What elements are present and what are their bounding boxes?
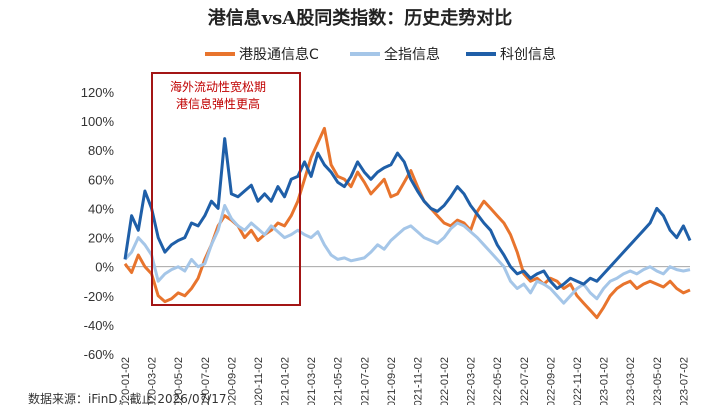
y-tick-label: 0% bbox=[95, 260, 114, 275]
legend-label-star-info: 科创信息 bbox=[500, 47, 556, 63]
series-line-0 bbox=[123, 126, 691, 320]
x-tick-label: 2023-05-02 bbox=[652, 357, 664, 405]
x-tick-label: 2020-11-02 bbox=[253, 357, 265, 405]
annotation-box: 海外流动性宽松期 港信息弹性更高 bbox=[151, 72, 301, 306]
x-tick-label: 2023-01-02 bbox=[599, 357, 611, 405]
legend-label-hk-info: 港股通信息C bbox=[239, 47, 319, 63]
legend: 港股通信息C 全指信息 科创信息 bbox=[0, 44, 720, 64]
chart-title: 港信息vsA股同类指数：历史走势对比 bbox=[207, 8, 513, 29]
series-line-1 bbox=[123, 204, 691, 305]
legend-item-hk-info: 港股通信息C bbox=[205, 44, 319, 64]
x-tick-label: 2023-07-02 bbox=[678, 357, 690, 405]
x-tick-label: 2020-07-02 bbox=[200, 357, 212, 405]
series-line-2 bbox=[123, 137, 692, 290]
x-tick-label: 2022-03-02 bbox=[466, 357, 478, 405]
y-tick-label: -60% bbox=[84, 347, 115, 362]
y-tick-label: 100% bbox=[81, 114, 115, 129]
data-source: 数据来源：iFinD，截止 2026/07/17 bbox=[28, 392, 227, 406]
series-layer bbox=[123, 126, 692, 320]
x-tick-label: 2021-03-02 bbox=[306, 357, 318, 405]
x-tick-label: 2021-01-02 bbox=[280, 357, 292, 405]
x-tick-label: 2021-07-02 bbox=[359, 357, 371, 405]
x-tick-label: 2022-01-02 bbox=[439, 357, 451, 405]
x-tick-label: 2021-09-02 bbox=[386, 357, 398, 405]
x-tick-label: 2020-01-02 bbox=[120, 357, 132, 405]
y-tick-label: 120% bbox=[81, 85, 115, 100]
x-tick-label: 2021-11-02 bbox=[412, 357, 424, 405]
y-tick-label: 80% bbox=[88, 143, 114, 158]
x-axis: 2020-01-02 2020-03-02 2020-05-02 2020-07-02… bbox=[120, 357, 690, 405]
legend-swatch-hk-info bbox=[205, 52, 235, 56]
y-tick-label: -40% bbox=[84, 318, 115, 333]
legend-item-all-info: 全指信息 bbox=[350, 44, 440, 64]
x-tick-label: 2020-09-02 bbox=[226, 357, 238, 405]
annotation-line-1: 海外流动性宽松期 bbox=[170, 79, 266, 94]
legend-swatch-star-info bbox=[466, 52, 496, 56]
annotation-line-2: 港信息弹性更高 bbox=[176, 96, 260, 111]
y-tick-label: 40% bbox=[88, 201, 114, 216]
x-tick-label: 2023-03-02 bbox=[625, 357, 637, 405]
y-tick-label: 20% bbox=[88, 231, 114, 246]
y-tick-label: 60% bbox=[88, 172, 114, 187]
x-tick-label: 2020-03-02 bbox=[147, 357, 159, 405]
x-tick-label: 2022-05-02 bbox=[492, 357, 504, 405]
legend-label-all-info: 全指信息 bbox=[384, 47, 440, 63]
y-tick-label: -20% bbox=[84, 289, 115, 304]
x-tick-label: 2021-05-02 bbox=[333, 357, 345, 405]
x-tick-label: 2022-07-02 bbox=[519, 357, 531, 405]
x-tick-label: 2022-09-02 bbox=[545, 357, 557, 405]
x-tick-label: 2022-11-02 bbox=[572, 357, 584, 405]
x-tick-label: 2020-05-02 bbox=[173, 357, 185, 405]
y-axis: 120% 100% 80% 60% 40% 20% 0% -20% -40% -60% bbox=[81, 85, 690, 362]
legend-swatch-all-info bbox=[350, 52, 380, 56]
legend-item-star-info: 科创信息 bbox=[466, 44, 556, 64]
annotation-rect bbox=[151, 72, 301, 306]
